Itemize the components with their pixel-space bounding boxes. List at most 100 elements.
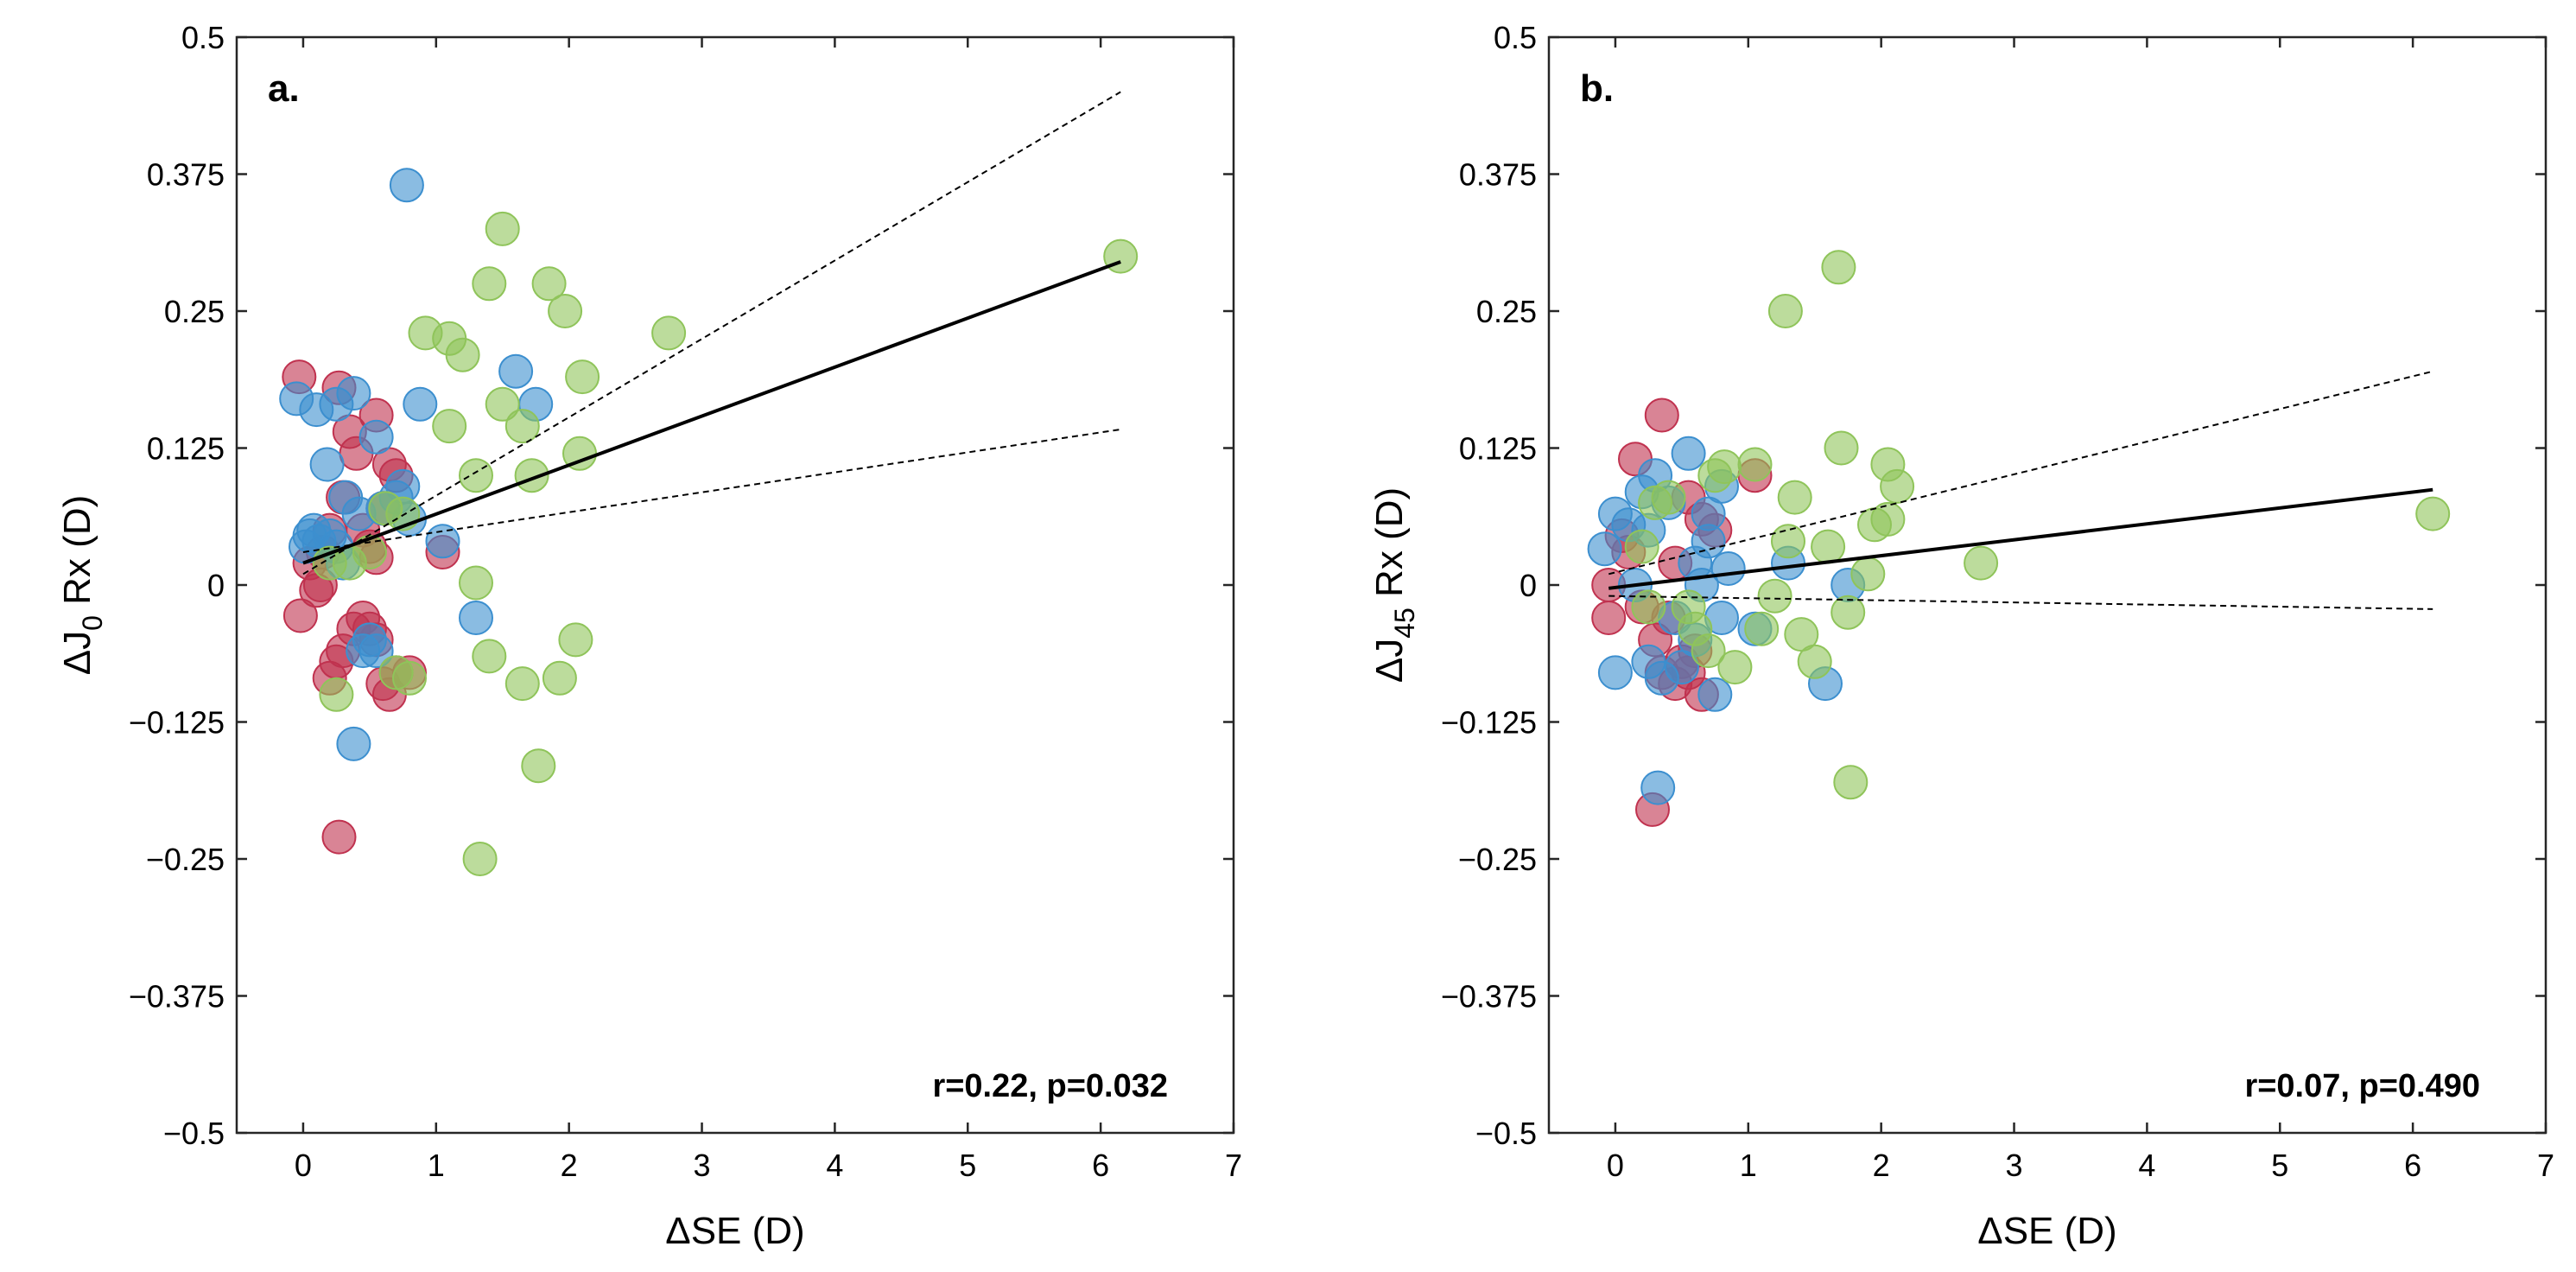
scatter-points-a [279,168,1139,876]
scatter-point-green-a [368,491,403,526]
scatter-point-green-a [542,660,577,696]
panel-label-b: b. [1580,67,1614,110]
x-tick-label-b: 4 [2138,1148,2155,1183]
scatter-point-blue-b [1710,551,1746,586]
scatter-point-green-a [445,337,480,372]
scatter-point-green-b [1830,595,1866,630]
scatter-point-green-b [1850,556,1886,592]
axis-ticks-b: 0 1 2 3 4 5 6 7 −0.5 −0.375 −0.25 −0.125 0 0.125 0.25 0… [1441,20,2554,1183]
scatter-point-green-a [531,266,567,302]
scatter-point-green-a [472,639,507,674]
y-tick-label-b: 0.375 [1459,157,1537,193]
x-tick-label-b: 6 [2404,1148,2421,1183]
y-tick-label-b: −0.25 [1458,842,1537,877]
scatter-point-green-a [485,211,520,246]
x-tick-label-a: 4 [826,1148,843,1183]
scatter-point-blue-b [1671,436,1706,471]
scatter-point-green-a [459,565,493,601]
stats-annotation-a: r=0.22, p=0.032 [932,1068,1168,1104]
scatter-point-green-a [521,748,556,784]
y-tick-label-a: −0.25 [146,842,225,877]
regression-lines-b [1608,370,2433,610]
scatter-point-green-a [504,409,540,444]
scatter-point-green-a [472,266,507,302]
ci-lower-line-a [302,428,1121,553]
x-tick-label-b: 7 [2537,1148,2554,1183]
x-tick-label-b: 1 [1740,1148,1757,1183]
y-tick-label-b: 0.25 [1476,294,1537,329]
y-tick-label-b: −0.375 [1441,979,1537,1014]
x-axis-label-b: ΔSE (D) [1977,1210,2116,1252]
x-tick-label-a: 1 [428,1148,445,1183]
scatter-point-green-b [1624,529,1659,564]
scatter-point-green-b [1744,611,1780,646]
scatter-point-green-b [1870,501,1906,537]
y-tick-label-a: 0.125 [147,431,225,467]
axis-ticks-a: 0 1 2 3 4 5 6 7 −0.5 −0.375 −0.25 −0.125 0 0.125 0.25 0… [129,20,1242,1183]
x-tick-label-b: 3 [2006,1148,2023,1183]
scatter-point-green-a [548,294,583,328]
scatter-point-green-b [1697,458,1733,493]
x-tick-label-a: 6 [1092,1148,1109,1183]
y-tick-label-a: 0.5 [181,20,225,55]
scatter-point-green-b [1717,650,1753,685]
scatter-point-blue-a [309,447,345,482]
scatter-point-green-a [558,622,593,658]
y-tick-label-a: −0.5 [163,1116,225,1151]
scatter-point-green-b [1824,430,1859,466]
scatter-point-green-b [1631,589,1666,625]
scatter-point-green-b [1777,480,1812,515]
scatter-point-green-b [1880,468,1915,504]
scatter-point-green-b [1771,524,1805,559]
scatter-point-green-a [504,666,540,702]
panel-label-a: a. [268,67,300,110]
x-tick-label-a: 2 [561,1148,578,1183]
chart-panel-a: 0 1 2 3 4 5 6 7 −0.5 −0.375 −0.25 −0.125 0 0.125 0.25 0… [56,20,1242,1252]
stats-annotation-b: r=0.07, p=0.490 [2244,1068,2480,1104]
x-tick-label-b: 0 [1607,1148,1624,1183]
y-tick-label-b: 0.5 [1494,20,1537,55]
scatter-point-green-b [1811,529,1846,564]
fit-line-b [1608,487,2433,590]
x-tick-label-a: 7 [1225,1148,1242,1183]
scatter-point-green-b [1821,250,1856,285]
scatter-point-blue-a [498,353,534,389]
scatter-point-green-a [565,359,600,395]
scatter-point-green-a [432,409,467,444]
scatter-point-blue-b [1640,770,1676,805]
scatter-point-red-b [1644,398,1679,433]
scatter-point-green-b [1678,611,1713,646]
y-axis-label-a: ΔJ0 Rx (D) [56,495,108,676]
scatter-point-green-a [319,677,354,712]
scatter-point-blue-a [459,601,493,635]
chart-panel-b: 0 1 2 3 4 5 6 7 −0.5 −0.375 −0.25 −0.125 0 0.125 0.25 0… [1368,20,2554,1252]
x-tick-label-a: 0 [295,1148,312,1183]
y-tick-label-b: 0 [1520,568,1537,603]
fit-line-a [302,260,1121,565]
x-tick-label-b: 5 [2271,1148,2288,1183]
scatter-point-green-b [1964,545,1999,581]
scatter-point-green-b [1833,765,1869,800]
y-tick-label-a: 0 [207,568,225,603]
scatter-point-green-a [651,315,687,351]
scatter-point-green-b [1767,294,1803,328]
y-tick-label-a: 0.375 [147,157,225,193]
scatter-point-green-a [485,386,520,422]
scatter-point-green-a [392,660,427,696]
scatter-point-green-b [1651,480,1686,515]
x-tick-label-a: 3 [694,1148,711,1183]
scatter-point-blue-b [1691,496,1726,531]
scatter-point-red-a [321,819,357,855]
scatter-point-blue-a [336,726,371,761]
x-tick-label-a: 5 [959,1148,976,1183]
x-axis-label-a: ΔSE (D) [665,1210,804,1252]
scatter-point-blue-b [1587,531,1622,567]
scatter-point-blue-b [1697,677,1733,712]
y-tick-label-a: −0.125 [129,705,225,741]
scatter-point-red-a [282,598,318,633]
scatter-point-blue-a [425,524,460,559]
scatter-point-blue-a [358,419,394,455]
scatter-point-green-a [462,842,498,876]
ci-upper-line-b [1608,370,2433,576]
y-tick-label-a: 0.25 [164,294,225,329]
